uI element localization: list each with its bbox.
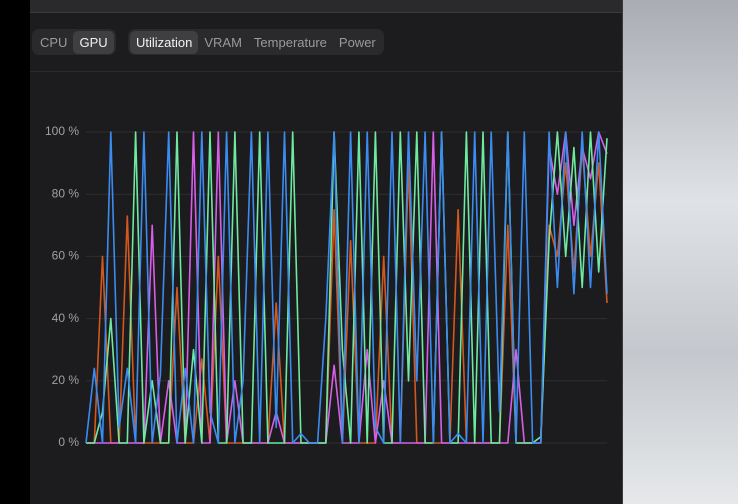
- y-tick-label: 40 %: [52, 311, 80, 325]
- tab[interactable]: Temperature: [253, 34, 327, 50]
- title-bar: [30, 0, 622, 13]
- series-line: [86, 131, 608, 444]
- y-tick-label: 100 %: [45, 124, 79, 138]
- tab[interactable]: GPU: [73, 30, 114, 54]
- tab[interactable]: Power: [338, 34, 376, 50]
- y-tick-label: 60 %: [52, 249, 80, 263]
- tab[interactable]: VRAM: [204, 34, 242, 50]
- y-tick-label: 0 %: [58, 435, 79, 449]
- y-tick-label: 20 %: [52, 373, 80, 387]
- desktop-background: [620, 0, 738, 504]
- metric-tabs: Utilization VRAM Temperature Power: [128, 29, 384, 55]
- y-tick-label: 80 %: [52, 186, 80, 200]
- series-line: [85, 131, 608, 444]
- device-tabs: CPU GPU: [32, 29, 116, 55]
- separator: [30, 71, 622, 72]
- tab[interactable]: Utilization: [130, 30, 199, 54]
- tab[interactable]: CPU: [40, 34, 68, 50]
